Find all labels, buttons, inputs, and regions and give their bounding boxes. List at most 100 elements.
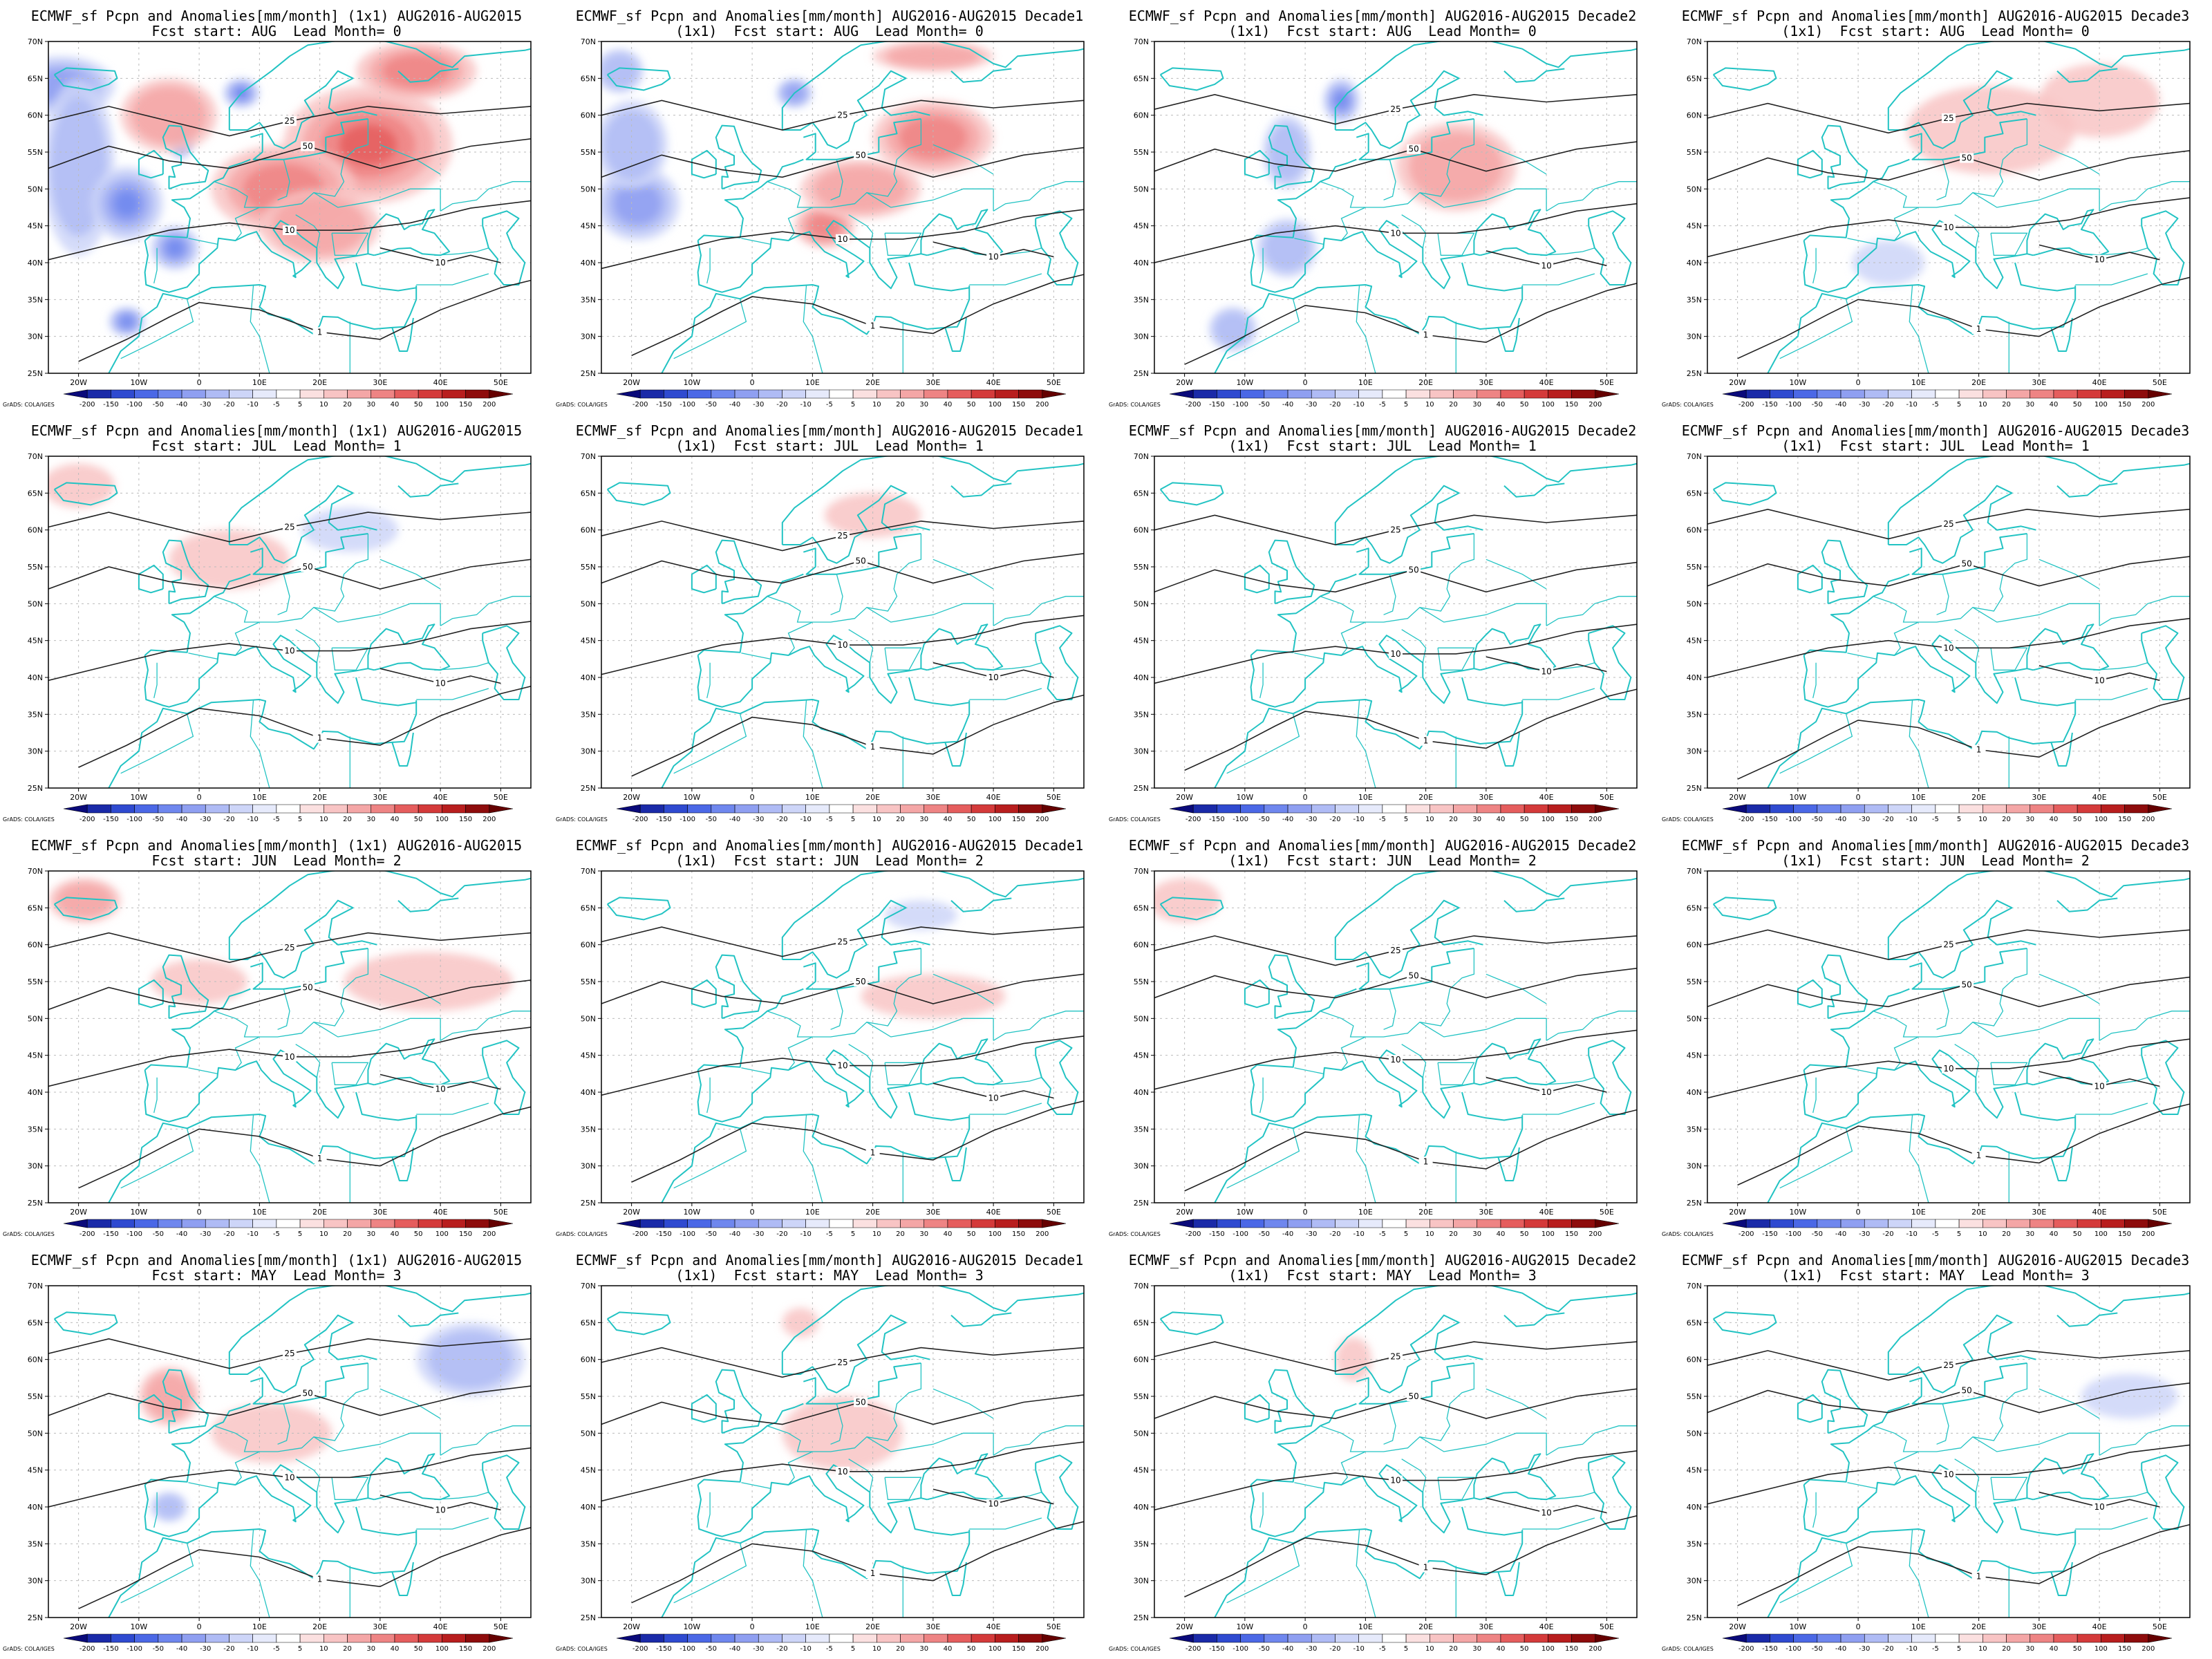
latitude-tick-label: 25N — [28, 784, 43, 793]
coastline — [1887, 456, 2045, 545]
coastline — [2056, 1312, 2118, 1327]
country-border — [2075, 1517, 2148, 1530]
country-border — [2075, 688, 2148, 700]
colorbar-swatch — [2148, 389, 2173, 399]
coastline — [1797, 149, 1823, 179]
longitude-tick-label: 20W — [1176, 793, 1193, 802]
longitude-tick-label: 0 — [750, 378, 755, 387]
map-frame — [1707, 41, 2191, 374]
colorbar: -200 -150 -100 -50 -40 -30 -20 -10 -5 5 10 20 30 40 50… — [63, 1219, 514, 1238]
longitude-tick-label: 30E — [373, 1622, 387, 1631]
coastline — [391, 317, 414, 352]
colorbar-swatch — [205, 1633, 229, 1643]
colorbar-label: 10 — [1978, 401, 1987, 409]
colorbar-label: 30 — [366, 1230, 375, 1238]
country-border — [295, 629, 321, 663]
colorbar-swatch — [1430, 804, 1454, 814]
colorbar-label: 100 — [435, 401, 449, 409]
latitude-tick-label: 70N — [1687, 452, 1702, 461]
precip-contour — [1707, 1382, 2190, 1414]
panel-subtitle: (1x1) Fcst start: JUL Lead Month= 1 — [675, 438, 984, 454]
country-border — [1873, 1363, 2028, 1452]
colorbar-label: -10 — [800, 1645, 812, 1653]
precip-contour — [48, 1338, 531, 1369]
colorbar-swatch — [489, 1219, 514, 1228]
colorbar-swatch — [805, 1633, 830, 1643]
colorbar-swatch — [1169, 804, 1194, 814]
colorbar: -200 -150 -100 -50 -40 -30 -20 -10 -5 5 10 20 30 40 50… — [1169, 804, 1620, 823]
precip-contour — [48, 932, 531, 964]
country-border — [295, 1459, 321, 1492]
colorbar: -200 -150 -100 -50 -40 -30 -20 -10 -5 5 10 20 30 40 50… — [1169, 1633, 1620, 1653]
latitude-tick-label: 35N — [28, 295, 43, 304]
latitude-tick-label: 30N — [28, 332, 43, 341]
colorbar-label: 30 — [1472, 1230, 1481, 1238]
colorbar-swatch — [63, 804, 88, 814]
longitude-tick-label: 10W — [1236, 1622, 1253, 1631]
colorbar-label: 30 — [2025, 1645, 2034, 1653]
contour-label: 10 — [1390, 1055, 1400, 1065]
contour-label: 10 — [1943, 223, 1953, 232]
coastline — [1492, 41, 1637, 68]
coastline — [1335, 70, 1483, 149]
latitude-tick-label: 35N — [1134, 710, 1149, 719]
colorbar-label: 40 — [391, 401, 400, 409]
precip-contour — [601, 926, 1084, 957]
precip-contour — [48, 138, 531, 169]
contour-label: 10 — [435, 1505, 445, 1515]
colorbar-label: -100 — [1232, 401, 1248, 409]
latitude-tick-label: 25N — [28, 1199, 43, 1208]
contour-label: 1 — [1976, 1151, 1982, 1161]
contour-label: 10 — [284, 646, 294, 656]
colorbar-swatch — [418, 804, 442, 814]
latitude-tick-label: 45N — [28, 637, 43, 646]
country-border — [234, 207, 260, 241]
contour-label: 50 — [1962, 559, 1972, 569]
longitude-tick-label: 10E — [1358, 378, 1373, 387]
country-border — [1294, 1067, 1324, 1074]
longitude-tick-label: 0 — [750, 1622, 755, 1631]
country-border — [866, 188, 994, 212]
panel-subtitle: (1x1) Fcst start: JUN Lead Month= 2 — [675, 852, 984, 869]
country-border — [673, 1544, 747, 1604]
colorbar-label: -20 — [776, 1645, 787, 1653]
coastline — [229, 485, 377, 564]
coastline — [162, 124, 209, 190]
negative-anomaly-area — [885, 900, 957, 930]
colorbar-swatch — [111, 389, 135, 399]
colorbar-swatch — [1382, 804, 1407, 814]
latitude-tick-label: 60N — [1134, 111, 1149, 120]
coastline — [944, 1147, 967, 1181]
contour-label: 10 — [1943, 1064, 1953, 1074]
country-border — [706, 1077, 711, 1114]
latitude-tick-label: 50N — [28, 1429, 43, 1438]
colorbar-swatch — [2053, 389, 2078, 399]
colorbar-label: -30 — [1306, 1230, 1317, 1238]
latitude-tick-label: 55N — [1687, 148, 1702, 157]
latitude-tick-label: 40N — [581, 1503, 596, 1512]
country-border — [866, 1018, 994, 1041]
country-border — [1226, 1129, 1300, 1189]
coastline — [355, 1091, 418, 1121]
colorbar-label: -20 — [776, 816, 787, 823]
coastline — [781, 871, 939, 959]
colorbar-label: 40 — [944, 1230, 953, 1238]
country-border — [1340, 1451, 1366, 1485]
country-border — [153, 662, 158, 699]
coastline — [1821, 539, 1868, 605]
coastline — [1803, 635, 2034, 708]
latitude-tick-label: 35N — [581, 1539, 596, 1548]
country-border — [1847, 238, 1877, 245]
latitude-tick-label: 60N — [1687, 111, 1702, 120]
panel-title: ECMWF_sf Pcpn and Anomalies[mm/month] AU… — [1128, 1252, 1637, 1268]
latitude-tick-label: 25N — [1687, 1199, 1702, 1208]
colorbar-label: -30 — [1306, 401, 1317, 409]
longitude-tick-label: 20W — [1729, 1622, 1746, 1631]
colorbar-swatch — [205, 804, 229, 814]
country-border — [331, 1062, 369, 1085]
country-border — [416, 688, 489, 700]
colorbar-swatch — [111, 1633, 135, 1643]
